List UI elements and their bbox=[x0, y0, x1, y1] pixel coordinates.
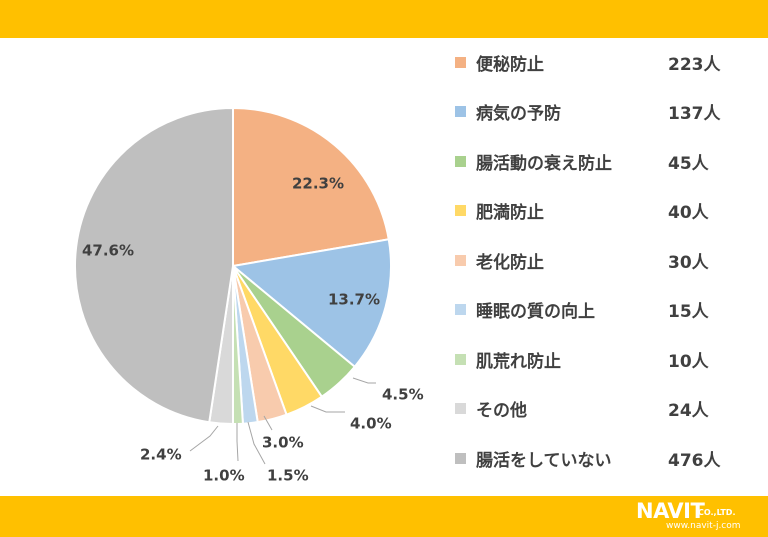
legend-item: その他 24人 bbox=[455, 394, 755, 424]
legend-count: 137人 bbox=[668, 104, 721, 124]
pie-value-label: 3.0% bbox=[262, 434, 304, 452]
leader-line bbox=[189, 425, 219, 452]
bottom-banner bbox=[0, 496, 768, 537]
legend-count: 40人 bbox=[668, 203, 709, 223]
pie-value-label: 4.5% bbox=[382, 386, 424, 404]
legend-swatch bbox=[455, 56, 466, 68]
legend-label: 病気の予防 bbox=[476, 104, 561, 124]
legend-swatch bbox=[455, 254, 466, 266]
legend-count: 476人 bbox=[668, 450, 721, 471]
legend-swatch bbox=[455, 304, 466, 315]
legend-swatch bbox=[455, 353, 466, 365]
pie-chart: 22.3% 13.7% 4.5% 4.0% 3.0% 1.5% 1.0% 2.4% 47.6% bbox=[73, 106, 424, 485]
legend-count: 30人 bbox=[668, 252, 709, 273]
legend-item: 老化防止 30人 bbox=[455, 245, 755, 275]
pie-value-label: 47.6% bbox=[82, 242, 134, 260]
legend-label: 肥満防止 bbox=[476, 203, 544, 223]
top-banner bbox=[0, 0, 768, 38]
legend-label: 腸活をしていない bbox=[476, 450, 612, 471]
legend-item: 肌荒れ防止 10人 bbox=[455, 344, 755, 374]
legend-count: 24人 bbox=[668, 401, 709, 421]
legend-label: 睡眠の質の向上 bbox=[476, 302, 595, 322]
pie-value-label: 13.7% bbox=[328, 291, 380, 309]
logo-brand: NAVIT bbox=[636, 499, 705, 523]
legend-swatch bbox=[455, 106, 466, 117]
leader-lines bbox=[189, 377, 376, 465]
pie-slice bbox=[232, 106, 390, 268]
legend-swatch bbox=[455, 452, 466, 464]
legend-item: 肥満防止 40人 bbox=[455, 196, 755, 226]
navit-logo: NAVIT CO.,LTD. www.navit-j.com bbox=[636, 500, 762, 534]
pie-value-labels: 22.3% 13.7% 4.5% 4.0% 3.0% 1.5% 1.0% 2.4% 47.6% bbox=[82, 175, 424, 485]
leader-line bbox=[236, 423, 239, 462]
legend-count: 15人 bbox=[668, 302, 709, 322]
legend-count: 10人 bbox=[668, 351, 709, 372]
leader-line bbox=[247, 421, 266, 465]
legend-item: 睡眠の質の向上 15人 bbox=[455, 295, 755, 325]
legend-label: 肌荒れ防止 bbox=[476, 351, 561, 372]
legend-item: 病気の予防 137人 bbox=[455, 97, 755, 127]
legend-label: その他 bbox=[476, 401, 527, 421]
pie-value-label: 4.0% bbox=[350, 415, 392, 433]
legend-label: 腸活動の衰え防止 bbox=[476, 153, 612, 174]
legend-label: 便秘防止 bbox=[476, 54, 544, 75]
legend-item: 便秘防止 223人 bbox=[455, 47, 755, 77]
leader-line bbox=[310, 405, 345, 413]
leader-line bbox=[352, 377, 376, 384]
pie-slices bbox=[73, 106, 392, 426]
pie-value-label: 1.5% bbox=[267, 467, 309, 485]
legend-swatch bbox=[455, 155, 466, 167]
legend-swatch bbox=[455, 205, 466, 216]
legend-label: 老化防止 bbox=[476, 252, 544, 273]
legend-item: 腸活をしていない 476人 bbox=[455, 443, 755, 473]
legend-count: 45人 bbox=[668, 153, 709, 174]
logo-company-suffix: CO.,LTD. bbox=[698, 508, 736, 517]
pie-value-label: 2.4% bbox=[140, 446, 182, 464]
legend-swatch bbox=[455, 403, 466, 414]
logo-url: www.navit-j.com bbox=[666, 521, 741, 531]
pie-value-label: 22.3% bbox=[292, 175, 344, 193]
legend-count: 223人 bbox=[668, 54, 721, 75]
leader-line bbox=[263, 415, 273, 431]
pie-value-label: 1.0% bbox=[203, 467, 245, 485]
legend-item: 腸活動の衰え防止 45人 bbox=[455, 146, 755, 176]
pie-slice bbox=[73, 106, 234, 424]
pie-slice bbox=[230, 238, 392, 369]
